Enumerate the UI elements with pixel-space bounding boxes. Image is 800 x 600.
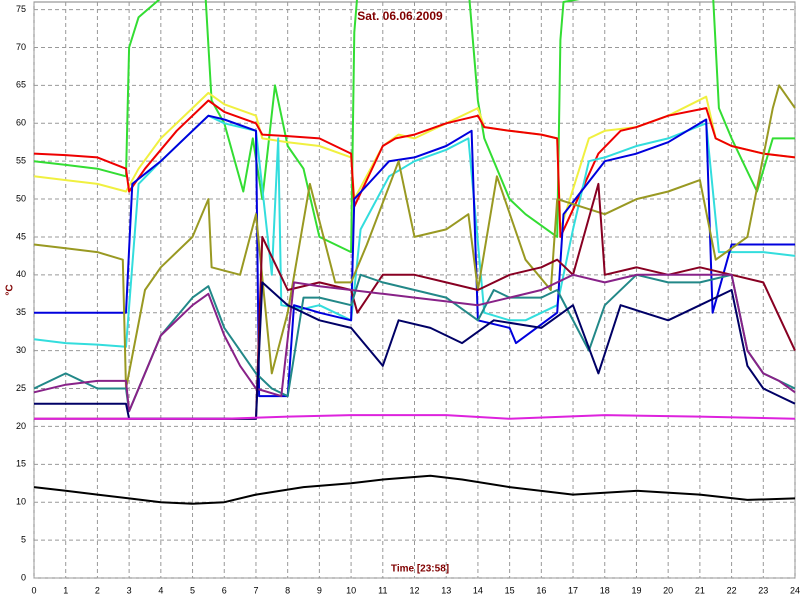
x-tick-label: 10 — [346, 585, 356, 595]
x-tick-label: 22 — [727, 585, 737, 595]
x-tick-label: 0 — [31, 585, 36, 595]
x-tick-label: 8 — [285, 585, 290, 595]
x-tick-label: 16 — [536, 585, 546, 595]
y-tick-label: 20 — [16, 421, 26, 431]
x-tick-label: 21 — [695, 585, 705, 595]
x-tick-label: 20 — [663, 585, 673, 595]
x-tick-label: 23 — [758, 585, 768, 595]
x-tick-label: 24 — [790, 585, 800, 595]
y-tick-label: 10 — [16, 497, 26, 507]
x-tick-label: 12 — [409, 585, 419, 595]
y-tick-label: 75 — [16, 4, 26, 14]
y-tick-label: 70 — [16, 42, 26, 52]
series-line — [33, 273, 796, 413]
x-tick-label: 11 — [378, 585, 387, 595]
x-tick-label: 6 — [222, 585, 227, 595]
x-tick-label: 19 — [631, 585, 641, 595]
series-line — [33, 273, 796, 413]
x-tick-label: 1 — [63, 585, 68, 595]
series-line — [33, 474, 796, 505]
x-tick-label: 4 — [158, 585, 163, 595]
y-tick-label: 25 — [16, 383, 26, 393]
x-tick-label: 14 — [473, 585, 483, 595]
y-tick-label: 40 — [16, 269, 26, 279]
y-tick-label: 5 — [21, 534, 26, 544]
series-line — [34, 114, 795, 398]
y-tick-label: 15 — [16, 459, 26, 469]
x-tick-label: 17 — [568, 585, 578, 595]
x-tick-label: 13 — [441, 585, 451, 595]
x-axis-label: Time [23:58] — [391, 564, 449, 575]
y-tick-label: 30 — [16, 345, 26, 355]
x-tick-label: 7 — [253, 585, 258, 595]
chart-title: Sat. 06.06.2009 — [357, 9, 443, 23]
x-tick-label: 2 — [95, 585, 100, 595]
y-axis-label: °C — [5, 284, 16, 295]
y-tick-label: 0 — [21, 572, 26, 582]
y-tick-label: 35 — [16, 307, 26, 317]
x-tick-label: 5 — [190, 585, 195, 595]
series-line — [33, 84, 796, 390]
series-line — [34, 414, 796, 420]
x-tick-label: 15 — [505, 585, 515, 595]
x-tick-label: 18 — [600, 585, 610, 595]
series-line — [33, 99, 796, 238]
y-tick-label: 60 — [16, 118, 26, 128]
x-tick-label: 3 — [127, 585, 132, 595]
y-tick-label: 45 — [16, 231, 26, 241]
y-tick-label: 65 — [16, 80, 26, 90]
y-tick-label: 50 — [16, 193, 26, 203]
x-tick-label: 9 — [317, 585, 322, 595]
y-tick-label: 55 — [16, 156, 26, 166]
